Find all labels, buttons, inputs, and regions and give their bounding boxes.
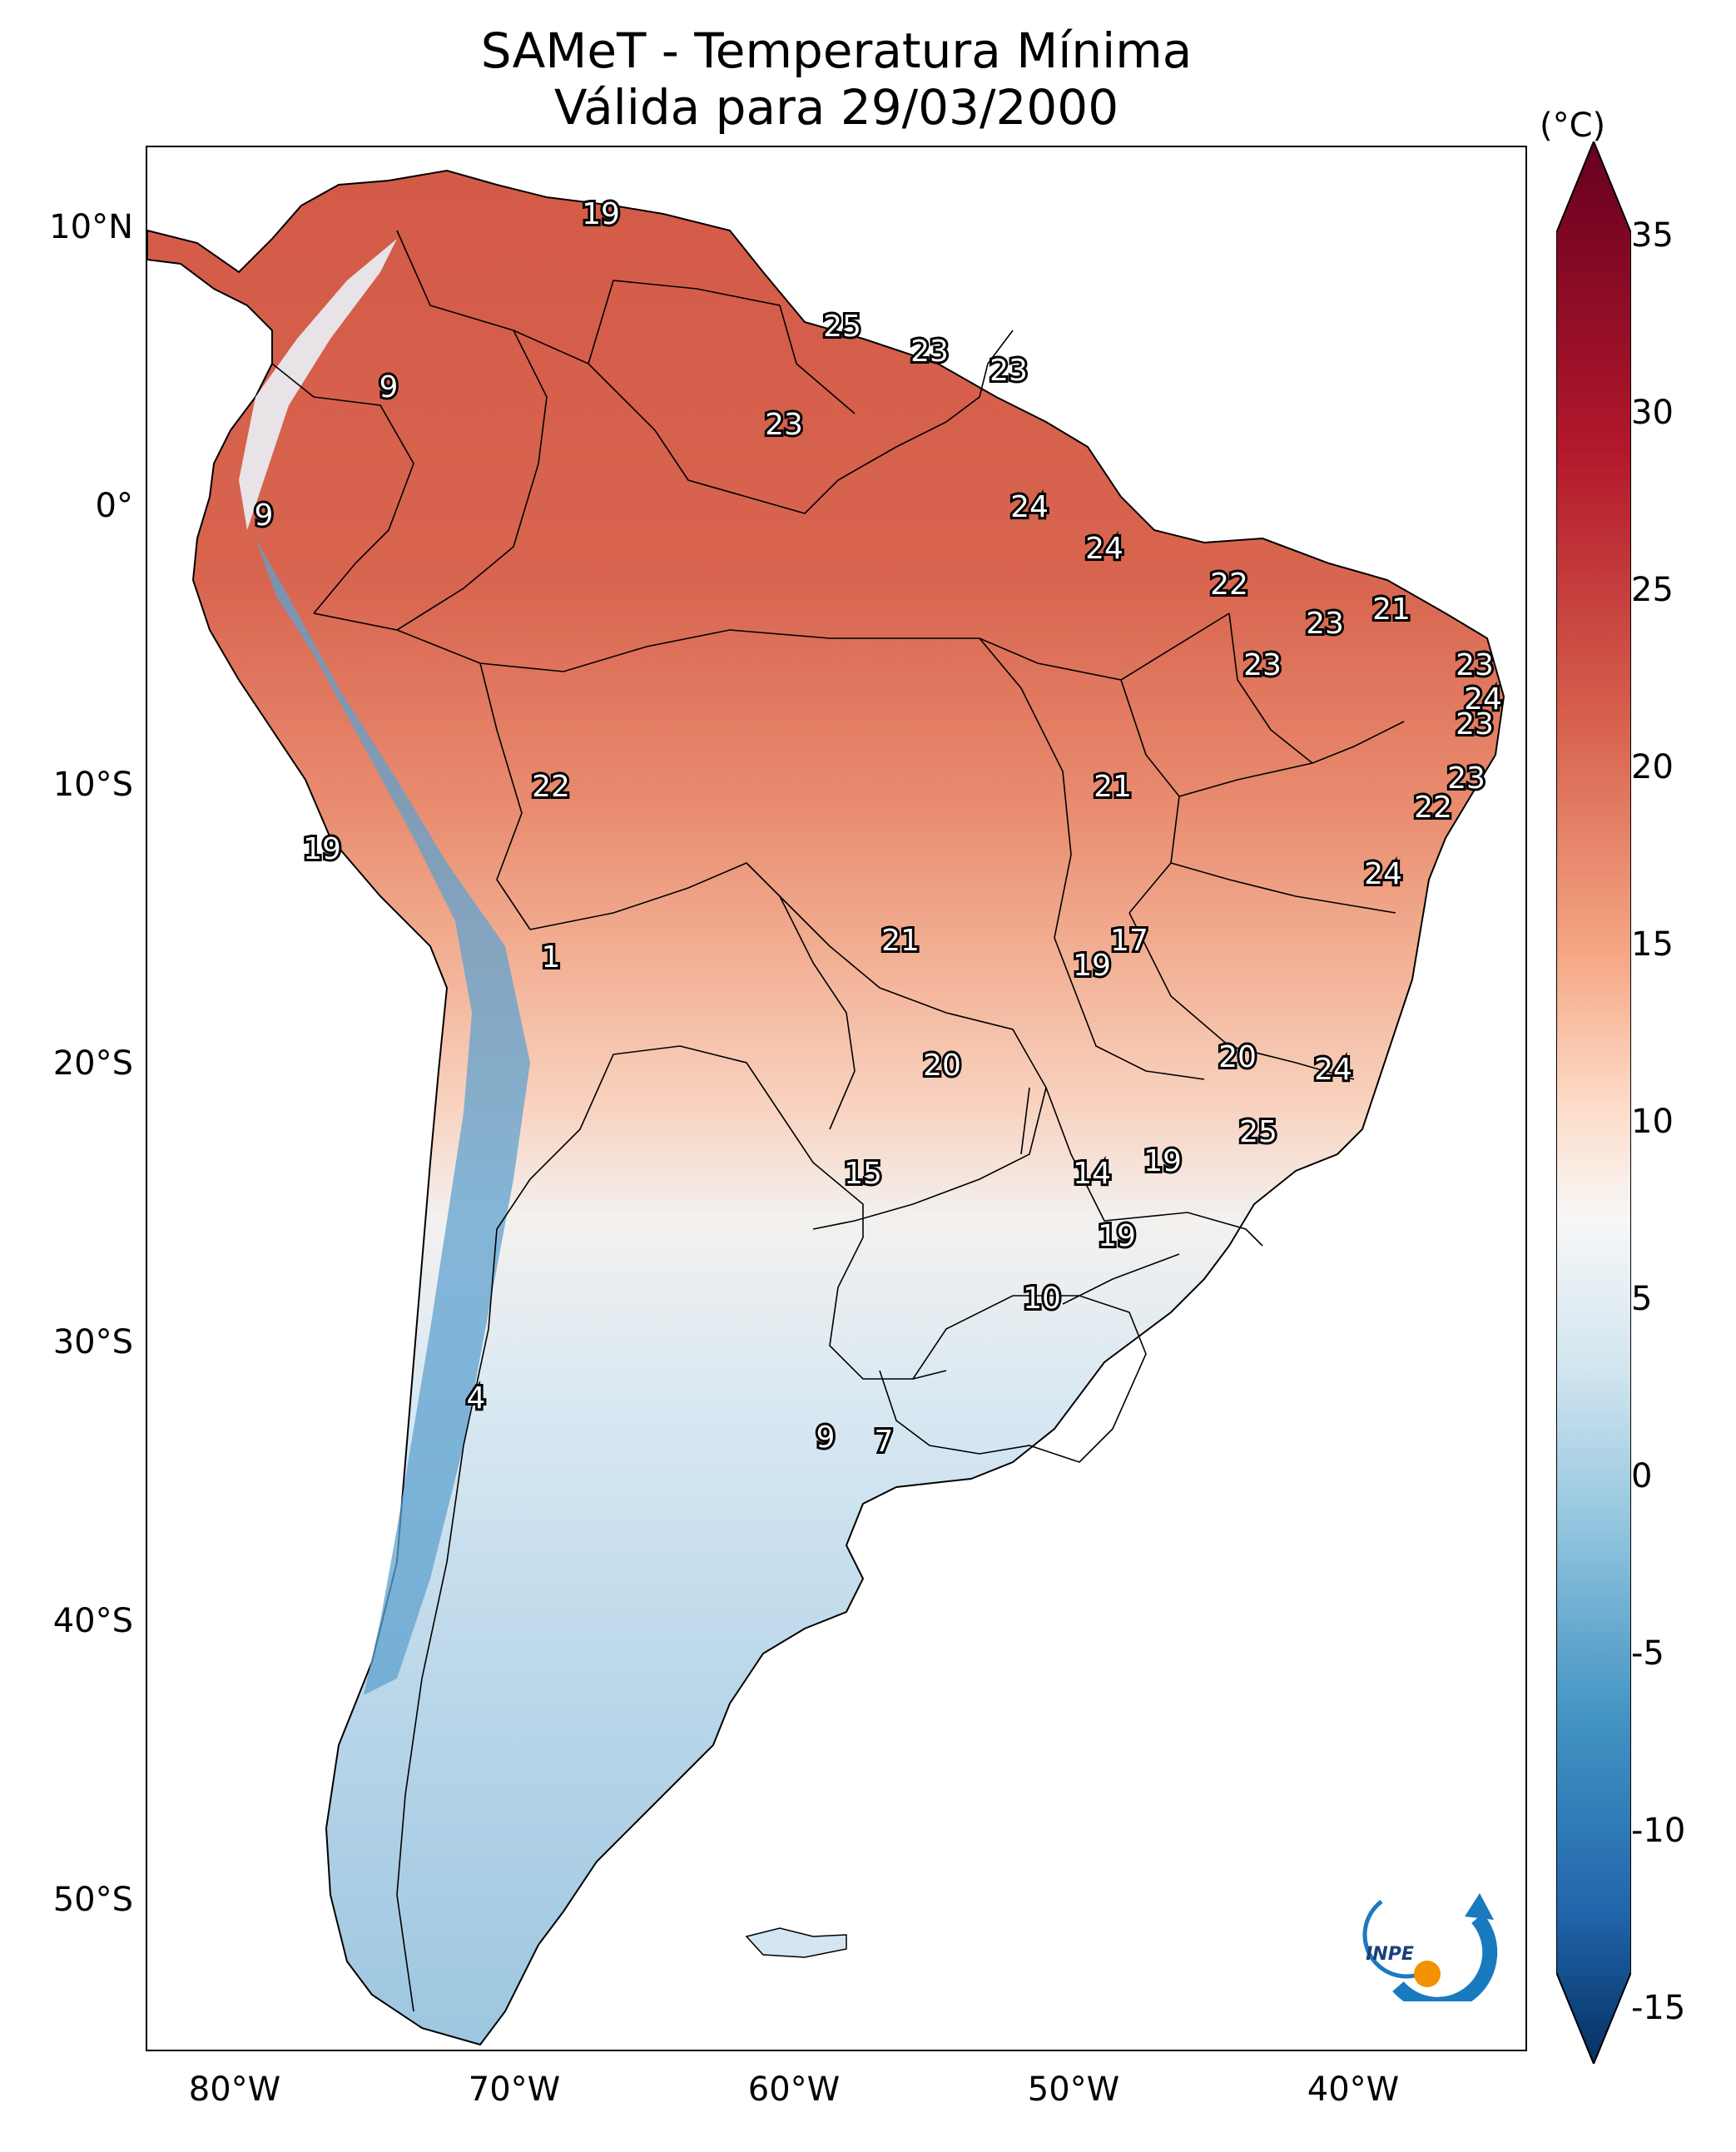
temperature-value-label: 24: [1364, 857, 1402, 891]
temperature-value-label: 24: [1010, 490, 1049, 524]
temperature-value-label: 4: [467, 1381, 486, 1416]
lat-tick-label: 50°S: [52, 1881, 133, 1919]
temperature-value-label: 24: [1085, 532, 1123, 566]
country-borders: [271, 230, 1405, 2012]
temperature-value-label: 24: [1464, 682, 1502, 717]
temperature-value-label: 23: [765, 408, 803, 442]
colorbar-tick-label: -10: [1631, 1812, 1686, 1850]
colorbar-tick-label: 25: [1631, 571, 1674, 609]
colorbar: [1556, 141, 1631, 2064]
chart-title: SAMeT - Temperatura Mínima: [480, 22, 1193, 79]
colorbar-tick-label: 15: [1631, 925, 1674, 964]
temperature-value-label: 19: [1073, 949, 1111, 983]
temperature-value-label: 23: [1447, 761, 1486, 796]
temperature-value-label: 21: [1372, 593, 1411, 627]
andes-north-cool-band: [239, 239, 397, 530]
temperature-value-label: 23: [1456, 648, 1494, 682]
lat-tick-label: 0°: [95, 487, 133, 525]
falkland-islands: [745, 1927, 847, 1958]
lon-tick-label: 60°W: [747, 2070, 841, 2109]
continent-landmass: [147, 169, 1505, 2046]
temperature-value-label: 23: [1243, 648, 1282, 682]
temperature-value-label: 23: [1306, 607, 1344, 641]
temperature-value-label: 9: [816, 1421, 836, 1455]
lon-tick-label: 50°W: [1027, 2070, 1120, 2109]
map-frame: 19 25 23 23 9 23 9 24 24 22 23 21 23 23 24 23 23 22 21 22 19…: [146, 146, 1527, 2051]
colorbar-tick-label: -5: [1631, 1634, 1664, 1673]
colorbar-unit-label: (°C): [1540, 107, 1606, 145]
temperature-value-label: 19: [582, 197, 620, 231]
colorbar-tick-label: 5: [1631, 1280, 1653, 1318]
temperature-value-label: 22: [1210, 568, 1248, 602]
temperature-value-label: 20: [1218, 1040, 1257, 1074]
temperature-value-label: 7: [875, 1425, 894, 1459]
temperature-value-label: 1: [542, 940, 561, 974]
temperature-value-label: 24: [1314, 1053, 1352, 1087]
lat-tick-label: 30°S: [52, 1323, 133, 1361]
temperature-value-label: 20: [923, 1049, 961, 1083]
lat-tick-label: 10°N: [49, 208, 133, 246]
logo-text: INPE: [1366, 1944, 1414, 1965]
temperature-value-label: 19: [1143, 1144, 1182, 1178]
lon-tick-label: 40°W: [1307, 2070, 1400, 2109]
lat-tick-label: 10°S: [52, 766, 133, 804]
temperature-value-label: 9: [379, 370, 399, 404]
temperature-value-label: 25: [823, 310, 861, 344]
colorbar-tick-label: 10: [1631, 1103, 1674, 1141]
temperature-value-label: 22: [532, 770, 570, 804]
temperature-value-label: 22: [1414, 791, 1452, 825]
lat-tick-label: 40°S: [52, 1602, 133, 1640]
temperature-value-label: 23: [1456, 707, 1494, 741]
colorbar-tick-label: 20: [1631, 748, 1674, 786]
temperature-value-label: 23: [910, 335, 949, 369]
temperature-value-label: 15: [844, 1157, 882, 1191]
temperature-value-label: 23: [990, 354, 1028, 388]
temperature-value-label: 10: [1023, 1282, 1061, 1316]
andes-cold-band: [255, 538, 530, 1695]
lon-tick-label: 80°W: [188, 2070, 281, 2109]
temperature-value-label: 21: [1094, 770, 1132, 804]
colorbar-tick-label: 30: [1631, 394, 1674, 432]
colorbar-tick-label: 35: [1631, 216, 1674, 255]
inpe-logo: INPE: [1362, 1893, 1498, 2001]
temperature-value-label: 19: [1098, 1219, 1136, 1253]
temperature-value-label: 21: [881, 924, 920, 958]
temperature-value-label: 9: [255, 498, 274, 533]
temperature-value-label: 14: [1073, 1157, 1111, 1191]
temperature-value-label: 25: [1239, 1115, 1277, 1149]
colorbar-tick-label: 0: [1631, 1457, 1653, 1495]
lon-tick-label: 70°W: [468, 2070, 561, 2109]
colorbar-tick-label: -15: [1631, 1989, 1686, 2027]
chart-subtitle: Válida para 29/03/2000: [553, 79, 1119, 136]
temperature-value-label: 17: [1110, 924, 1148, 958]
temperature-value-label: 19: [303, 832, 341, 866]
lat-tick-label: 20°S: [52, 1044, 133, 1083]
